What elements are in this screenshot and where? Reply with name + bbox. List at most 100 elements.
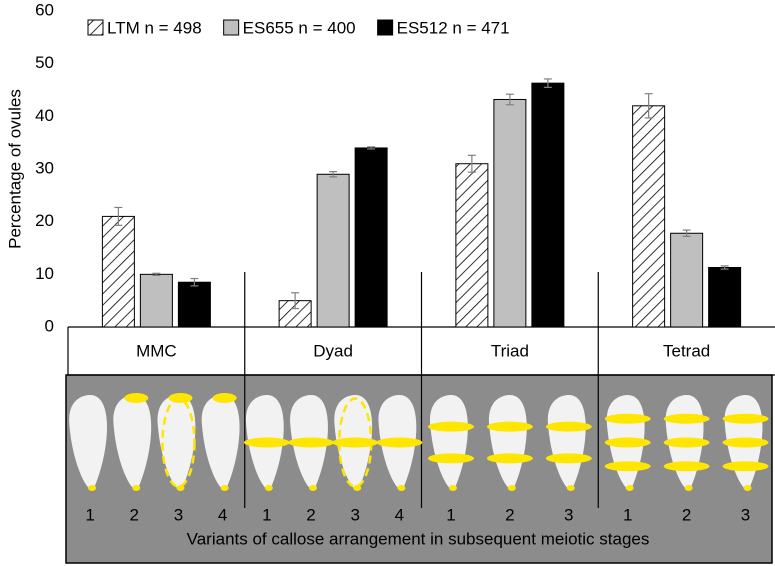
callose-band — [722, 437, 769, 448]
bar — [101, 215, 135, 328]
ovule-shape — [488, 395, 527, 491]
callose-band — [663, 413, 710, 424]
callose-cap — [212, 393, 237, 403]
callose — [448, 485, 457, 491]
error-bar — [505, 93, 514, 106]
y-tick-label: 40 — [35, 106, 54, 125]
error-bar — [543, 78, 552, 88]
callose-band — [427, 453, 474, 464]
bar — [632, 105, 666, 328]
bar — [531, 82, 565, 328]
variant-number: 2 — [306, 505, 315, 524]
callose — [684, 485, 693, 491]
category-label: Triad — [491, 341, 529, 360]
ovule-drawing — [201, 393, 240, 491]
legend-label: ES655 n = 400 — [243, 18, 356, 37]
callose — [88, 485, 97, 491]
panel-caption: Variants of callose arrangement in subse… — [187, 529, 650, 548]
ovule-drawing — [332, 395, 379, 491]
callose — [397, 485, 406, 491]
category-label: Tetrad — [663, 341, 710, 360]
variant-number: 3 — [174, 505, 183, 524]
legend-label: ES512 n = 471 — [397, 18, 510, 37]
callose-band — [486, 421, 533, 432]
error-bar — [644, 93, 653, 119]
callose-band — [376, 437, 423, 448]
callose — [132, 485, 141, 491]
ovule-drawing — [376, 395, 423, 491]
bar — [316, 173, 350, 328]
y-tick-label: 50 — [35, 53, 54, 72]
callose-band — [663, 437, 710, 448]
variant-number: 2 — [505, 505, 514, 524]
bar — [708, 266, 742, 328]
y-axis-label: Percentage of ovules — [5, 89, 24, 249]
variant-number: 3 — [350, 505, 359, 524]
bar — [455, 163, 489, 328]
legend-swatch — [377, 19, 394, 36]
ovule-drawing — [243, 395, 290, 491]
callose — [309, 485, 318, 491]
error-bar — [152, 272, 161, 276]
ovule-drawing — [69, 395, 107, 491]
error-bar — [720, 265, 729, 270]
variant-number: 4 — [395, 505, 404, 524]
ovule-drawing — [545, 395, 592, 491]
ovule-shape — [547, 395, 586, 491]
bar — [354, 147, 388, 328]
variant-number: 3 — [564, 505, 573, 524]
y-tick-label: 10 — [35, 264, 54, 283]
callose-band — [604, 461, 651, 472]
bar — [177, 281, 211, 328]
callose-band — [332, 437, 379, 448]
error-bar — [367, 146, 376, 150]
callose-cap — [124, 393, 149, 403]
callose-band — [545, 421, 592, 432]
y-tick-label: 0 — [45, 316, 54, 335]
legend-swatch — [87, 19, 104, 36]
callose-band — [288, 437, 335, 448]
callose — [625, 485, 634, 491]
callose — [743, 485, 752, 491]
callose-outline — [161, 397, 196, 488]
variant-number: 4 — [218, 505, 227, 524]
variant-number: 2 — [130, 505, 139, 524]
legend-label: LTM n = 498 — [107, 18, 202, 37]
ovule-drawing — [486, 395, 533, 491]
variant-number: 1 — [262, 505, 271, 524]
error-bar — [291, 292, 300, 310]
callose-band — [722, 413, 769, 424]
legend: LTM n = 498 ES655 n = 400 ES512 n = 471 — [87, 18, 510, 37]
variant-number: 2 — [682, 505, 691, 524]
error-bar — [467, 154, 476, 173]
ovule-drawing — [157, 393, 196, 491]
variant-number: 3 — [741, 505, 750, 524]
callose-band — [486, 453, 533, 464]
ovule-shape — [429, 395, 468, 491]
callose — [220, 485, 229, 491]
callose-band — [604, 413, 651, 424]
y-tick-label: 30 — [35, 158, 54, 177]
ovule-shape — [69, 395, 107, 491]
ovule-drawing — [113, 393, 152, 491]
ovule-drawing — [722, 395, 769, 491]
callose-band — [663, 461, 710, 472]
callose — [566, 485, 575, 491]
callose-band — [604, 437, 651, 448]
y-tick-label: 20 — [35, 211, 54, 230]
bar — [139, 273, 173, 328]
category-label: Dyad — [313, 341, 353, 360]
callose — [264, 485, 273, 491]
bar — [670, 232, 704, 328]
error-bar — [329, 171, 338, 178]
variant-number: 1 — [85, 505, 94, 524]
ovule-shape — [113, 395, 152, 491]
legend-swatch — [223, 19, 240, 36]
ovule-shape — [157, 395, 196, 491]
callose-band — [545, 453, 592, 464]
bar — [493, 98, 527, 328]
ovule-drawing — [604, 395, 651, 491]
error-bar — [190, 277, 199, 287]
callose-band — [722, 461, 769, 472]
